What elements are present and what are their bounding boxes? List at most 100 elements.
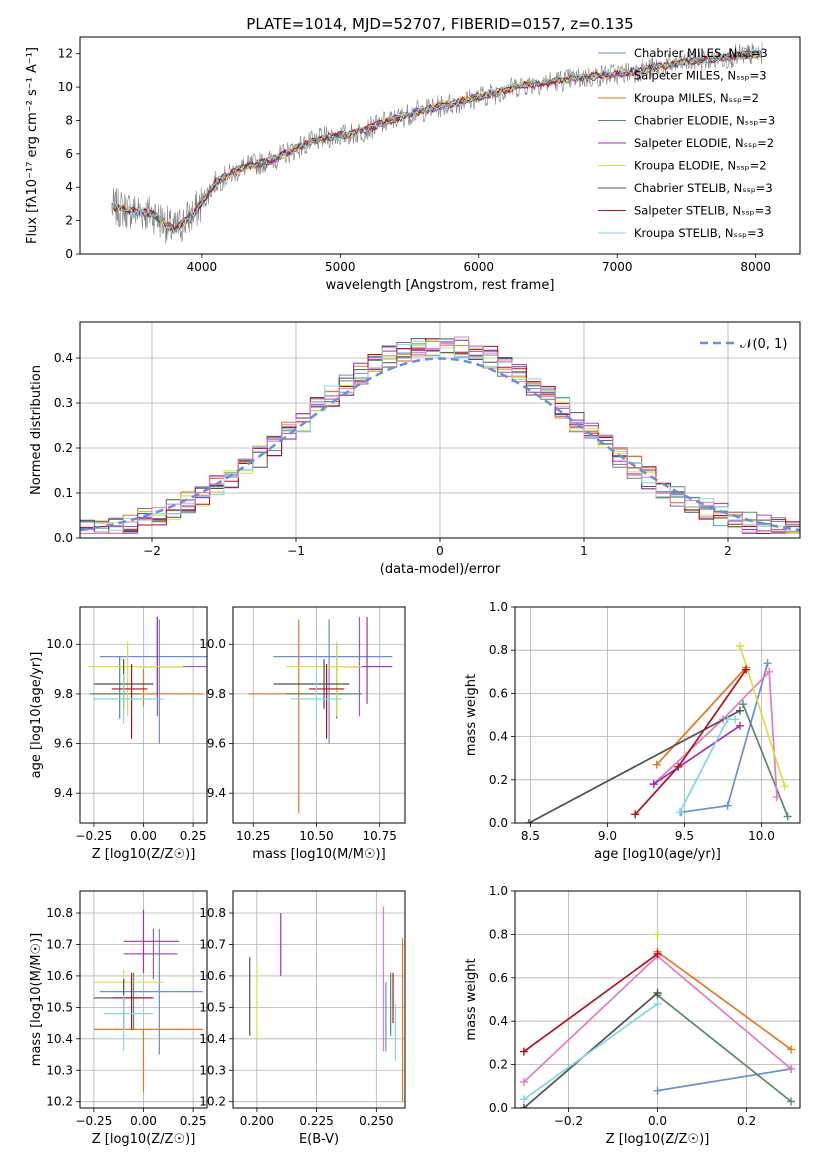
z-age-ytick-label: 10.0 [46, 637, 73, 651]
legend-entry-label: Kroupa MILES, Nₛₛₚ=2 [634, 91, 759, 105]
z-age-xtick-label: 0.25 [180, 829, 207, 843]
spectrum-frame [79, 36, 801, 255]
spectrum-xtick-label: 7000 [602, 260, 633, 274]
age-weight-xtick-label: 9.5 [675, 829, 694, 843]
weight-line [653, 669, 778, 798]
weight-line [523, 992, 659, 1108]
z-age-xlabel: Z [log10(Z/Z☉)] [92, 847, 196, 862]
age-weight-ytick-label: 0.4 [489, 730, 508, 744]
z-age-ytick-label: 9.6 [54, 737, 73, 751]
z-mass-ytick-label: 10.3 [46, 1063, 73, 1077]
legend-entry-label: Salpeter STELIB, Nₛₛₚ=3 [634, 204, 772, 218]
residuals-xlabel: (data-model)/error [380, 562, 501, 577]
z-weight-ytick-label: 0.2 [489, 1058, 508, 1072]
z-age-frame [79, 606, 208, 824]
weight-line [523, 1003, 658, 1100]
age-weight-xtick-label: 10.0 [748, 829, 775, 843]
spectrum-ytick-label: 12 [58, 47, 73, 61]
weight-point-marker [735, 706, 744, 715]
residuals-ytick-label: 0.3 [54, 396, 73, 410]
ebv-mass-xtick-label: 0.250 [359, 1114, 393, 1128]
age-weight-xlabel: age [log10(age/yr)] [594, 847, 721, 862]
spectrum-xtick-label: 8000 [740, 260, 771, 274]
residuals-xtick-label: −1 [287, 544, 305, 558]
mass-age-ytick-label: 9.4 [207, 786, 226, 800]
spectrum-plot-area [111, 42, 763, 244]
weight-point-marker [519, 1047, 528, 1056]
z-mass-xtick-label: 0.00 [130, 1114, 157, 1128]
legend-entry-label: Chabrier STELIB, Nₛₛₚ=3 [634, 181, 773, 195]
mass-age-xlabel: mass [log10(M/M☉)] [252, 847, 385, 862]
mass-age-xtick-label: 10.75 [363, 829, 397, 843]
age-weight-ylabel: mass weight [464, 674, 479, 756]
age-weight-plot-area [524, 641, 792, 823]
ebv-mass-xlabel: E(B-V) [299, 1132, 339, 1147]
weight-point-marker [765, 667, 774, 676]
z-mass-plot-area [93, 909, 204, 1093]
weight-point-marker [519, 1077, 528, 1086]
z-weight-plot-area [519, 930, 796, 1108]
age-weight-ytick-label: 0.2 [489, 773, 508, 787]
weight-line [656, 951, 792, 1051]
weight-point-marker [772, 793, 781, 802]
ebv-mass-ytick-label: 10.2 [199, 1095, 226, 1109]
weight-point-marker [649, 780, 658, 789]
ebv-mass-frame [232, 890, 406, 1109]
weight-line [653, 725, 741, 785]
legend-entry-label: Salpeter MILES, Nₛₛₚ=3 [634, 69, 767, 83]
z-weight-ytick-label: 0.6 [489, 971, 508, 985]
mass-age-ytick-label: 9.8 [207, 687, 226, 701]
z-weight-ytick-label: 0.4 [489, 1014, 508, 1028]
weight-point-marker [652, 760, 661, 769]
spectrum-ytick-label: 6 [65, 147, 73, 161]
ebv-mass-xtick-label: 0.225 [299, 1114, 333, 1128]
spectrum-ytick-label: 0 [65, 247, 73, 261]
age-weight-ytick-label: 0.8 [489, 643, 508, 657]
weight-point-marker [631, 810, 640, 819]
spectrum-xtick-label: 4000 [187, 260, 218, 274]
weight-point-marker [735, 721, 744, 730]
residuals-ytick-label: 0.2 [54, 441, 73, 455]
weight-line [657, 1068, 792, 1092]
z-mass-ytick-label: 10.5 [46, 1000, 73, 1014]
ebv-mass-ytick-label: 10.3 [199, 1063, 226, 1077]
weight-line [523, 953, 659, 1053]
spectrum-ylabel: Flux [fλ10⁻¹⁷ erg cm⁻² s⁻¹ A⁻¹] [25, 47, 40, 244]
weight-point-marker [653, 949, 662, 958]
weight-point-marker [674, 762, 683, 771]
age-weight-ytick-label: 0.0 [489, 816, 508, 830]
weight-line [656, 994, 792, 1103]
z-age-ytick-label: 9.4 [54, 786, 73, 800]
weight-point-marker [735, 641, 744, 650]
residuals-ylabel: Normed distribution [29, 365, 44, 495]
z-age-ylabel: age [log10(age/yr)] [29, 652, 44, 779]
z-mass-ytick-label: 10.4 [46, 1032, 73, 1046]
z-mass-ytick-label: 10.6 [46, 969, 73, 983]
legend-entry-label: Kroupa ELODIE, Nₛₛₚ=2 [634, 159, 767, 173]
z-weight-ytick-label: 0.0 [489, 1101, 508, 1115]
weight-point-marker [739, 700, 747, 709]
weight-point-marker [519, 1104, 528, 1108]
ebv-mass-ytick-label: 10.8 [199, 906, 226, 920]
z-weight-xtick-label: −0.2 [554, 1114, 583, 1128]
z-weight-xtick-label: 0.2 [737, 1114, 756, 1128]
normal-reference-curve [80, 357, 800, 532]
mass-age-xtick-label: 10.50 [299, 829, 333, 843]
age-weight-xtick-label: 8.5 [521, 829, 540, 843]
spectrum-ytick-label: 10 [58, 80, 73, 94]
weight-point-marker [787, 1045, 796, 1054]
legend-entry-label: Salpeter ELODIE, Nₛₛₚ=2 [634, 136, 774, 150]
weight-point-marker [787, 1064, 796, 1073]
weight-point-marker [787, 1097, 796, 1106]
mass-age-xtick-label: 10.25 [236, 829, 270, 843]
z-mass-ytick-label: 10.2 [46, 1095, 73, 1109]
z-mass-xtick-label: −0.25 [76, 1114, 113, 1128]
spectrum-ytick-label: 8 [65, 113, 73, 127]
weight-point-marker [763, 659, 772, 668]
age-weight-ytick-label: 0.6 [489, 686, 508, 700]
weight-point-marker [780, 782, 789, 791]
mass-age-plot-area [248, 616, 393, 814]
z-age-xtick-label: 0.00 [130, 829, 157, 843]
ebv-mass-xtick-label: 0.200 [240, 1114, 274, 1128]
